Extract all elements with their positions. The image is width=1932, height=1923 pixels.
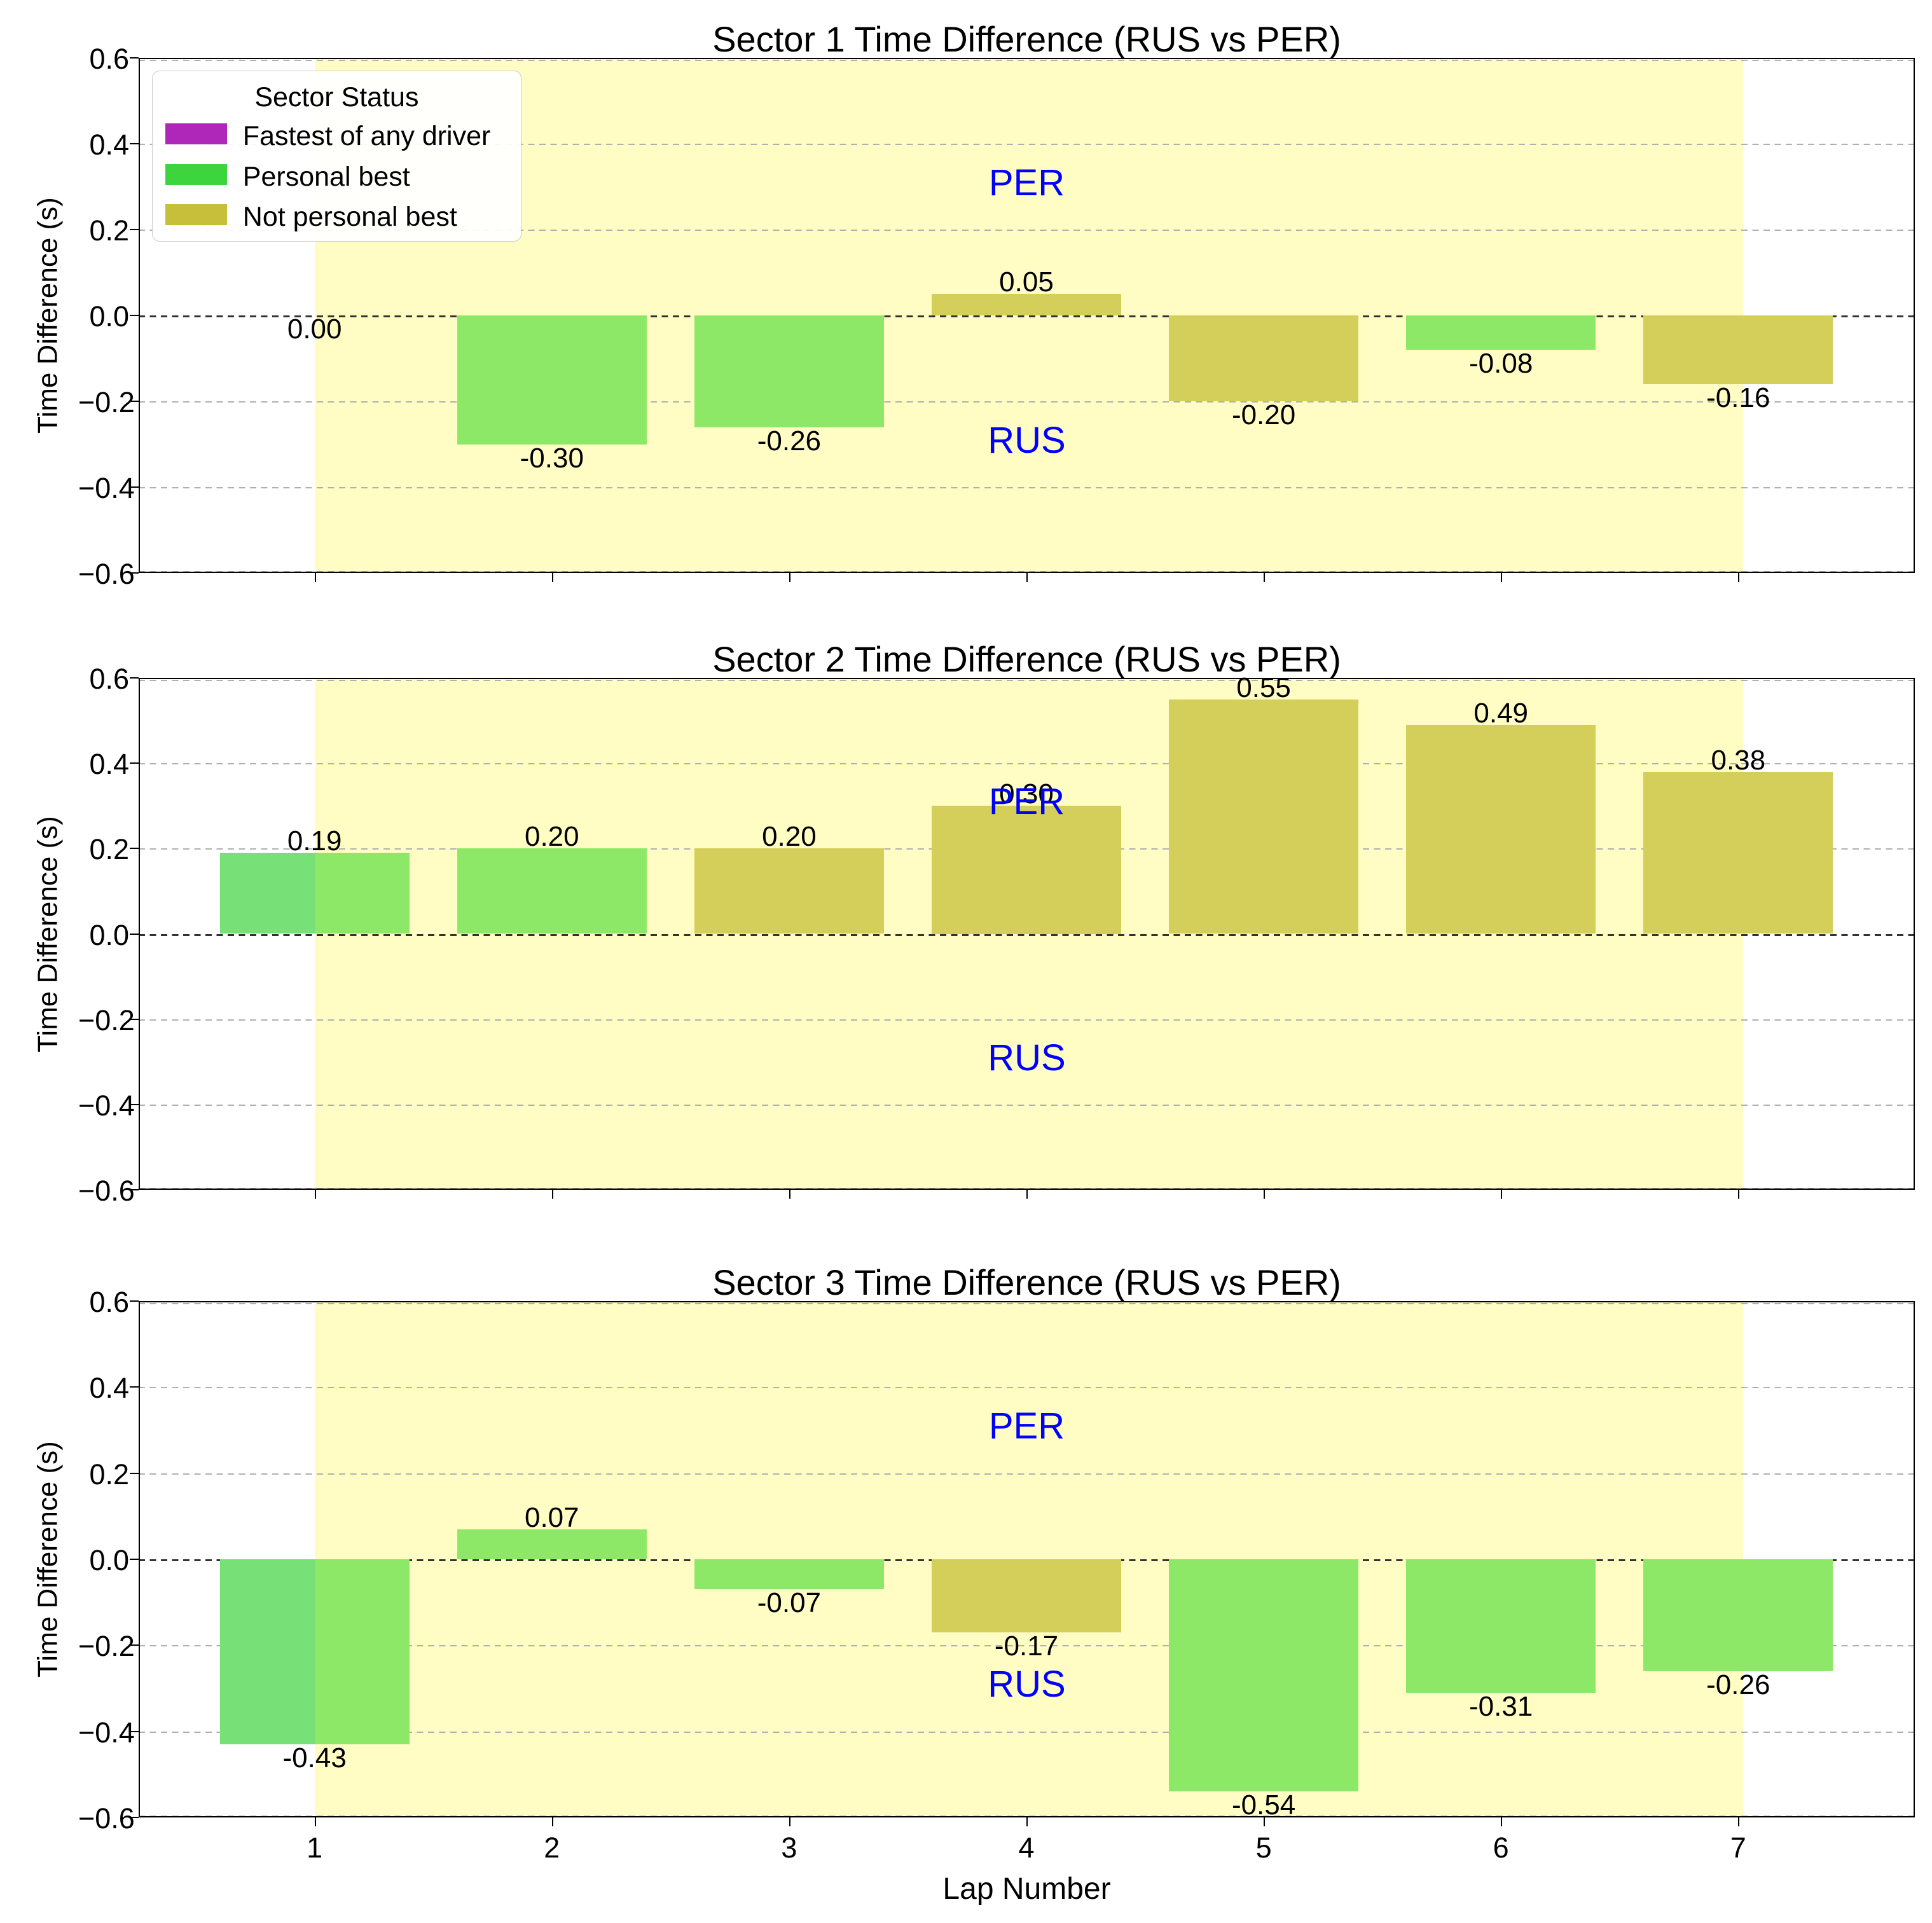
svg-text:Time Difference (s): Time Difference (s) <box>32 1441 64 1678</box>
svg-text:Time Difference (s): Time Difference (s) <box>32 197 64 434</box>
svg-text:Time Difference (s): Time Difference (s) <box>32 816 64 1052</box>
